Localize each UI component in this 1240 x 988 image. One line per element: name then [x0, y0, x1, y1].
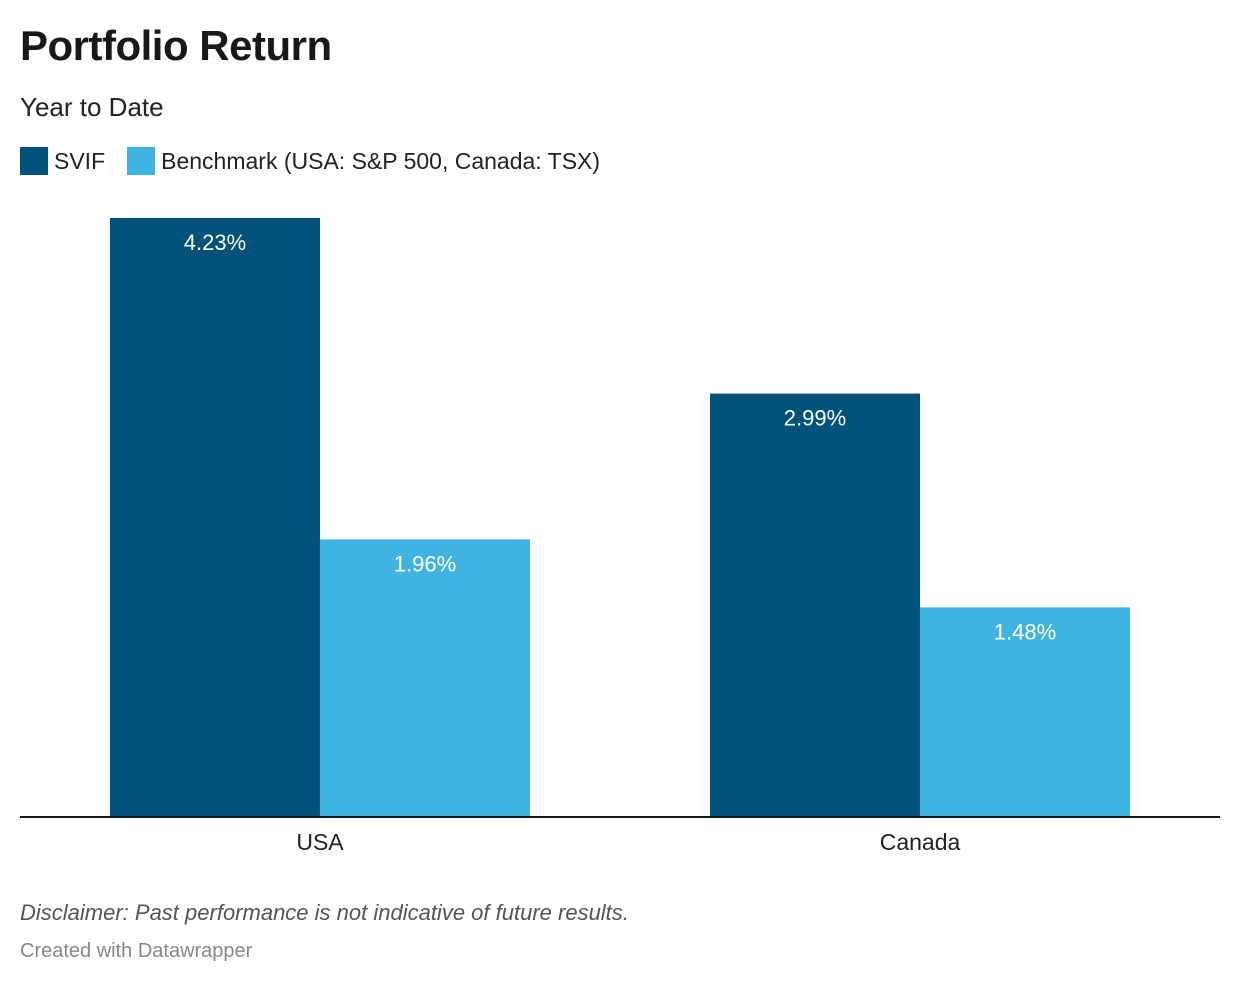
- disclaimer-note: Disclaimer: Past performance is not indi…: [20, 900, 629, 925]
- x-tick-label-usa: USA: [296, 829, 344, 855]
- legend: SVIF Benchmark (USA: S&P 500, Canada: TS…: [20, 145, 622, 177]
- bar-svif-usa: [110, 218, 320, 817]
- legend-swatch-svif: [20, 147, 48, 175]
- value-label-benchmark-usa: 1.96%: [394, 551, 456, 576]
- value-label-svif-canada: 2.99%: [784, 406, 846, 431]
- value-label-svif-usa: 4.23%: [184, 230, 246, 255]
- legend-swatch-benchmark: [127, 147, 156, 175]
- bar-benchmark-canada: [920, 607, 1130, 817]
- bar-svif-canada: [710, 393, 920, 817]
- chart-subtitle: Year to Date: [20, 92, 164, 122]
- chart-title: Portfolio Return: [20, 22, 332, 69]
- x-tick-label-canada: Canada: [880, 829, 961, 855]
- credit-link[interactable]: Created with Datawrapper: [20, 940, 253, 962]
- legend-item-benchmark: Benchmark (USA: S&P 500, Canada: TSX): [127, 147, 600, 175]
- legend-item-svif: SVIF: [20, 147, 105, 175]
- legend-label-svif: SVIF: [54, 147, 106, 174]
- legend-label-benchmark: Benchmark (USA: S&P 500, Canada: TSX): [161, 147, 601, 174]
- value-label-benchmark-canada: 1.48%: [994, 619, 1056, 644]
- bar-benchmark-usa: [320, 539, 530, 817]
